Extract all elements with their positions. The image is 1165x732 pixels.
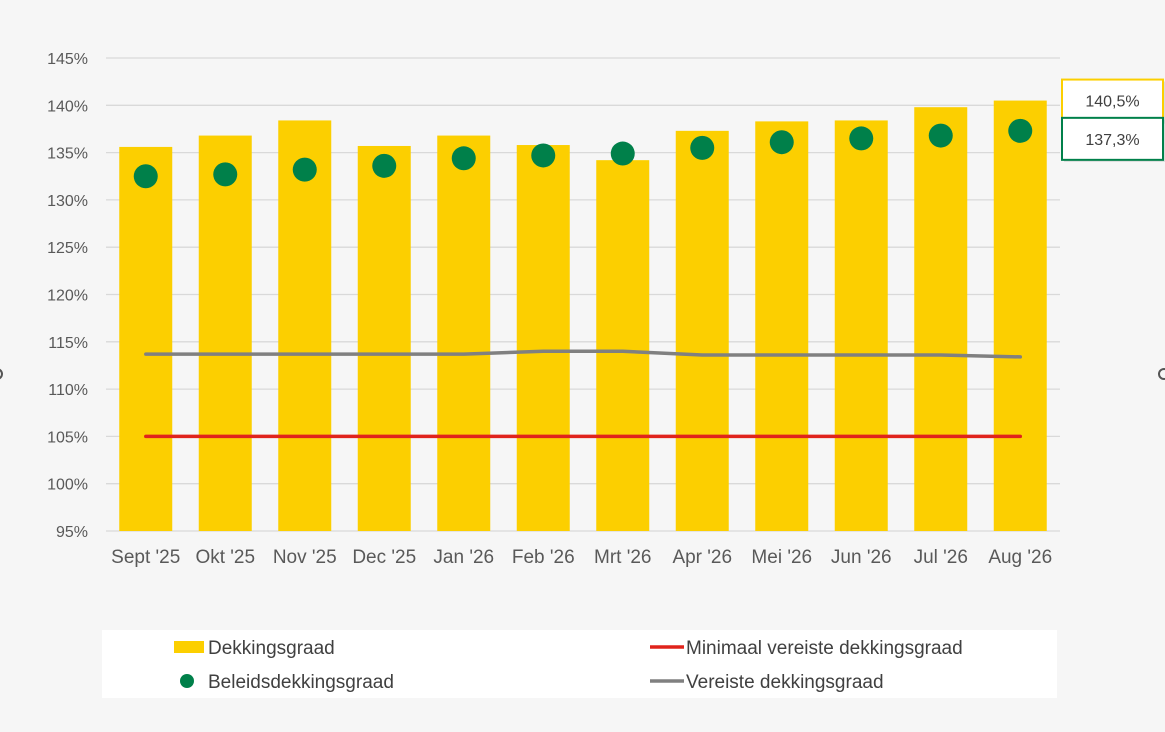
point-beleidsdekkingsgraad	[769, 130, 794, 155]
y-tick-label: 130%	[47, 193, 88, 210]
y-axis-tick-labels: 95% 100% 105% 110% 115% 120% 125% 130% 135% 140% 1…	[47, 51, 88, 541]
x-tick-label: Mrt '26	[594, 547, 651, 568]
x-tick-label: Jul '26	[914, 547, 968, 568]
beleidsdekkingsgraad-dots	[133, 118, 1033, 189]
threshold-lines	[144, 349, 1023, 439]
bar-dekkingsgraad	[437, 135, 491, 531]
line-vereiste-dekkingsgraad	[144, 349, 1023, 359]
bar-dekkingsgraad	[834, 120, 888, 531]
x-tick-label: Mei '26	[751, 547, 812, 568]
y-tick-label: 125%	[47, 240, 88, 257]
bar-dekkingsgraad	[596, 160, 650, 531]
y-tick-label: 135%	[47, 146, 88, 163]
bar-dekkingsgraad	[357, 145, 411, 531]
callout-label: 140,5%	[1085, 94, 1139, 111]
x-tick-label: Okt '25	[195, 547, 255, 568]
legend-item-vereiste-dekkingsgraad: Vereiste dekkingsgraad	[650, 672, 884, 693]
y-tick-label: 105%	[47, 429, 88, 446]
legend-item-dekkingsgraad: Dekkingsgraad	[174, 638, 335, 659]
legend-label: Vereiste dekkingsgraad	[686, 672, 884, 693]
callout-beleidsdekkingsgraad: 137,3%	[1061, 116, 1165, 162]
x-tick-label: Aug '26	[988, 547, 1052, 568]
y-tick-label: 115%	[48, 335, 88, 352]
callout-dekkingsgraad: 140,5%	[1061, 78, 1165, 124]
y-tick-label: 145%	[47, 51, 88, 68]
legend-swatch	[180, 674, 194, 688]
x-tick-label: Feb '26	[512, 547, 575, 568]
y-tick-label: 100%	[47, 477, 88, 494]
point-beleidsdekkingsgraad	[1008, 118, 1033, 143]
point-beleidsdekkingsgraad	[451, 146, 476, 171]
legend-item-beleidsdekkingsgraad: Beleidsdekkingsgraad	[180, 672, 394, 693]
callout-label: 137,3%	[1085, 132, 1139, 149]
point-beleidsdekkingsgraad	[372, 153, 397, 178]
legend-item-minimaal-vereiste-dekkingsgraad: Minimaal vereiste dekkingsgraad	[650, 638, 963, 659]
legend-label: Dekkingsgraad	[208, 638, 335, 659]
point-beleidsdekkingsgraad	[928, 123, 953, 148]
bar-dekkingsgraad	[993, 100, 1047, 531]
bar-dekkingsgraad	[278, 120, 332, 531]
right-edge-handle[interactable]	[1158, 368, 1165, 380]
left-edge-handle[interactable]	[0, 368, 3, 380]
y-tick-label: 110%	[48, 382, 88, 399]
x-tick-label: Nov '25	[273, 547, 337, 568]
y-tick-label: 140%	[47, 98, 88, 115]
point-beleidsdekkingsgraad	[610, 141, 635, 166]
callout-box	[1061, 78, 1164, 123]
point-beleidsdekkingsgraad	[213, 162, 238, 187]
bar-dekkingsgraad	[516, 145, 570, 532]
point-beleidsdekkingsgraad	[849, 126, 874, 151]
legend-label: Minimaal vereiste dekkingsgraad	[686, 638, 963, 659]
point-beleidsdekkingsgraad	[690, 135, 715, 160]
x-tick-label: Apr '26	[672, 547, 732, 568]
legend-swatch	[174, 641, 204, 653]
point-beleidsdekkingsgraad	[133, 164, 158, 189]
legend-box	[102, 630, 1057, 698]
x-axis-tick-labels: Sept '25 Okt '25 Nov '25 Dec '25 Jan '26 Feb …	[111, 547, 1052, 568]
value-callouts: 140,5% 137,3%	[1061, 78, 1165, 162]
dekkingsgraad-bars	[119, 100, 1047, 532]
bar-dekkingsgraad	[755, 121, 809, 532]
y-tick-label: 120%	[47, 288, 88, 305]
x-tick-label: Jun '26	[831, 547, 892, 568]
legend-label: Beleidsdekkingsgraad	[208, 672, 394, 693]
point-beleidsdekkingsgraad	[292, 157, 317, 182]
bar-dekkingsgraad	[675, 130, 729, 532]
x-tick-label: Jan '26	[433, 547, 494, 568]
bar-dekkingsgraad	[198, 135, 252, 531]
point-beleidsdekkingsgraad	[531, 143, 556, 168]
callout-box	[1061, 116, 1164, 161]
x-tick-label: Dec '25	[352, 547, 416, 568]
x-tick-label: Sept '25	[111, 547, 180, 568]
bar-dekkingsgraad	[119, 146, 173, 531]
y-tick-label: 95%	[56, 524, 88, 541]
bar-dekkingsgraad	[914, 107, 968, 531]
legend: Dekkingsgraad Minimaal vereiste dekkingsg…	[102, 630, 1057, 698]
